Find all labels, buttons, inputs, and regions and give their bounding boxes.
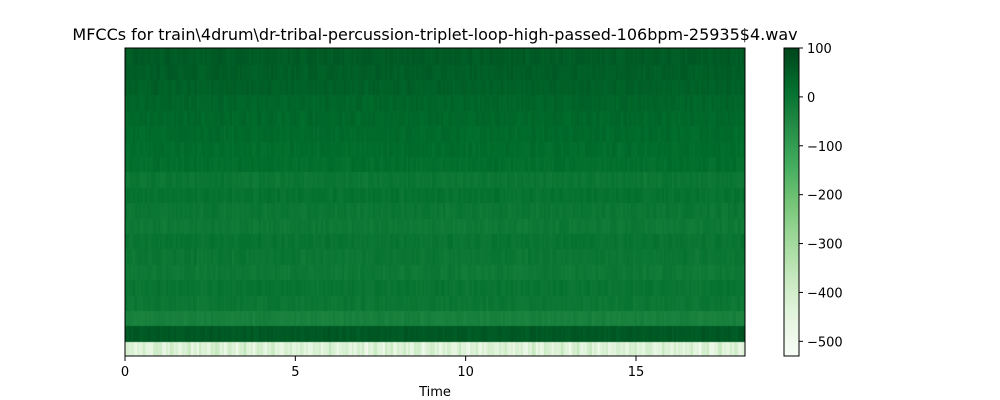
x-axis-label: Time	[418, 385, 451, 400]
colorbar-tick-label: −500	[807, 335, 843, 350]
colorbar-tick-label: −300	[807, 238, 843, 253]
x-axis: 0 5 10 15	[121, 356, 644, 380]
colorbar-tick-label: −200	[807, 189, 843, 204]
colorbar	[783, 47, 800, 357]
chart-title: MFCCs for train\4drum\dr-tribal-percussi…	[72, 25, 797, 44]
heatmap-cells	[125, 48, 745, 356]
colorbar-tick-label: 0	[807, 91, 815, 106]
colorbar-tick-label: 100	[807, 42, 832, 57]
mfcc-heatmap	[125, 48, 745, 356]
colorbar-tick-label: −400	[807, 286, 843, 301]
x-tick-label: 5	[291, 365, 299, 380]
x-tick-label: 15	[628, 365, 645, 380]
plot-frame	[124, 47, 746, 357]
colorbar-tick-label: −100	[807, 140, 843, 155]
x-tick-label: 0	[121, 365, 129, 380]
colorbar-axis: 100 0 −100 −200 −300 −400 −500	[799, 42, 843, 350]
x-tick-label: 10	[457, 365, 474, 380]
